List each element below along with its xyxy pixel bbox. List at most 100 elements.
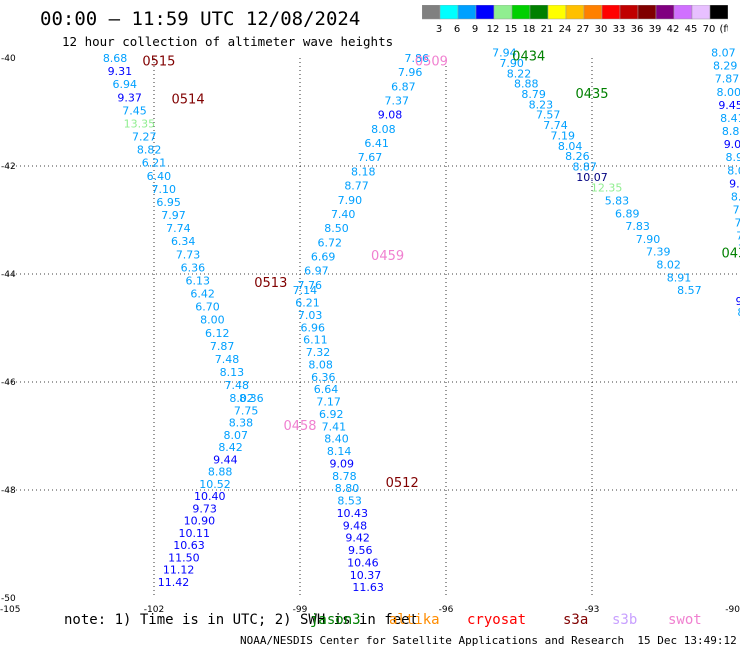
legend-item-swot: swot bbox=[668, 612, 702, 628]
swh-value-label: 8.04 bbox=[558, 140, 583, 153]
swh-value-label: 8.41 bbox=[720, 112, 740, 125]
swh-value-label: 9.37 bbox=[117, 91, 142, 104]
swh-value-label: 8.07 bbox=[224, 429, 249, 442]
swh-value-label: 10.63 bbox=[173, 539, 205, 552]
swh-value-label: 6.69 bbox=[311, 250, 336, 263]
swh-value-label: 9.09 bbox=[330, 457, 355, 470]
swh-value-label: 7.97 bbox=[161, 209, 186, 222]
swh-value-label: 7.27 bbox=[132, 131, 157, 144]
swh-value-label: 10.11 bbox=[178, 527, 210, 540]
swh-value-label: 6.94 bbox=[113, 78, 138, 91]
swh-value-label: 7.48 bbox=[224, 379, 249, 392]
swh-value-label: 6.21 bbox=[295, 297, 320, 310]
swh-value-label: 11.12 bbox=[163, 564, 195, 577]
colorbar-label: (ft) bbox=[719, 24, 728, 35]
swh-value-label: 9.48 bbox=[343, 519, 368, 532]
swh-value-label: 8.22 bbox=[507, 67, 532, 80]
lat-tick-label: -46 bbox=[1, 378, 16, 388]
track-jason3: 12.355.836.897.837.907.398.028.918.57 bbox=[591, 182, 702, 298]
swh-value-label: 7.41 bbox=[322, 420, 347, 433]
swh-value-label: 9.08 bbox=[378, 109, 403, 122]
swh-value-label: 8.91 bbox=[667, 271, 692, 284]
swh-value-label: 6.34 bbox=[171, 235, 196, 248]
lon-tick-label: -96 bbox=[439, 605, 454, 612]
swh-value-label: 7.40 bbox=[331, 208, 356, 221]
swh-value-label: 7.86 bbox=[405, 52, 430, 65]
swh-value-label: 8.26 bbox=[565, 150, 590, 163]
swh-value-label: 9.91 bbox=[735, 295, 740, 308]
swh-value-label: 8.02 bbox=[229, 392, 254, 405]
swh-value-label: 7.90 bbox=[636, 233, 661, 246]
swh-value-label: 7.03 bbox=[298, 309, 323, 322]
colorbar-label: 39 bbox=[649, 24, 662, 35]
colorbar-label: 15 bbox=[505, 24, 518, 35]
swh-value-label: 8.08 bbox=[308, 358, 333, 371]
swh-value-label: 8.82 bbox=[137, 144, 162, 157]
swh-value-label: 6.95 bbox=[156, 196, 181, 209]
track-cryosat: 9.918.769.559.109.407.577.508.587.987.31… bbox=[735, 295, 740, 330]
swh-value-label: 7.57 bbox=[536, 109, 561, 122]
swh-value-label: 8.00 bbox=[727, 164, 740, 177]
swh-value-label: 7.87 bbox=[210, 340, 235, 353]
swh-value-label: 6.12 bbox=[205, 327, 230, 340]
track-jason3: 7.947.908.228.888.798.237.577.747.198.04… bbox=[492, 47, 608, 184]
page-title: 00:00 — 11:59 UTC 12/08/2024 bbox=[40, 8, 361, 30]
swh-value-label: 8.77 bbox=[344, 180, 369, 193]
colorbar-label: 70 bbox=[703, 24, 716, 35]
map-plot: -40 -42 -44 -46 -48 -50-105 -102 -99 -96 -93 -90 8.… bbox=[0, 47, 740, 612]
swh-value-label: 10.43 bbox=[337, 507, 369, 520]
swh-value-label: 6.21 bbox=[142, 157, 167, 170]
swh-value-label: 9.42 bbox=[345, 532, 370, 545]
lat-tick-label: -44 bbox=[1, 270, 16, 280]
swh-value-label: 7.83 bbox=[625, 220, 650, 233]
swh-value-label: 8.00 bbox=[717, 86, 740, 99]
pass-time-label: 0458 bbox=[283, 419, 316, 434]
swh-value-label: 7.67 bbox=[358, 151, 383, 164]
footer-credit: NOAA/NESDIS Center for Satellite Applica… bbox=[240, 634, 737, 647]
swh-value-label: 12.35 bbox=[591, 182, 623, 195]
swh-value-label: 8.42 bbox=[218, 441, 243, 454]
swh-value-label: 7.75 bbox=[234, 404, 259, 417]
swh-value-label: 7.14 bbox=[293, 284, 318, 297]
colorbar-label: 12 bbox=[487, 24, 500, 35]
lon-tick-label: -102 bbox=[144, 605, 164, 612]
swh-value-label: 7.39 bbox=[646, 246, 671, 259]
swh-value-label: 9.56 bbox=[348, 544, 373, 557]
lon-tick-label: -90 bbox=[725, 605, 740, 612]
swh-value-label: 8.78 bbox=[332, 470, 357, 483]
swh-value-label: 10.90 bbox=[184, 515, 216, 528]
swh-value-label: 8.57 bbox=[731, 190, 740, 203]
swh-value-label: 13.35 bbox=[124, 117, 156, 130]
swh-value-label: 6.13 bbox=[186, 274, 211, 287]
colorbar-label: 42 bbox=[667, 24, 680, 35]
swh-value-label: 6.36 bbox=[311, 371, 336, 384]
colorbar-label: 9 bbox=[472, 24, 478, 35]
colorbar-label: 33 bbox=[613, 24, 626, 35]
swh-value-label: 8.88 bbox=[514, 78, 539, 91]
swh-value-label: 8.96 bbox=[725, 151, 740, 164]
lon-tick-label: -99 bbox=[293, 605, 308, 612]
swh-value-label: 6.96 bbox=[301, 321, 326, 334]
swh-value-label: 8.18 bbox=[351, 165, 376, 178]
swh-value-label: 6.42 bbox=[190, 288, 215, 301]
swh-value-label: 7.80 bbox=[736, 230, 740, 243]
swh-value-label: 7.10 bbox=[151, 183, 176, 196]
colorbar-label: 24 bbox=[559, 24, 572, 35]
swh-value-label: 8.79 bbox=[521, 88, 546, 101]
swh-value-label: 6.97 bbox=[304, 265, 329, 278]
swh-value-label: 8.08 bbox=[371, 123, 396, 136]
swh-value-label: 9.73 bbox=[192, 502, 217, 515]
colorbar-label: 36 bbox=[631, 24, 644, 35]
swh-value-label: 10.37 bbox=[350, 569, 382, 582]
pass-time-label: 0509 bbox=[415, 55, 448, 70]
pass-time-label: 0436 bbox=[721, 246, 740, 261]
swh-value-label: 7.19 bbox=[551, 129, 576, 142]
swh-value-label: 6.70 bbox=[195, 301, 220, 314]
swh-value-label: 10.07 bbox=[576, 171, 608, 184]
swh-value-label: 8.13 bbox=[220, 366, 245, 379]
swh-value-label: 8.87 bbox=[572, 160, 597, 173]
swh-value-label: 8.76 bbox=[737, 306, 740, 319]
colorbar-label: 45 bbox=[685, 24, 698, 35]
page-subtitle: 12 hour collection of altimeter wave hei… bbox=[62, 34, 394, 49]
